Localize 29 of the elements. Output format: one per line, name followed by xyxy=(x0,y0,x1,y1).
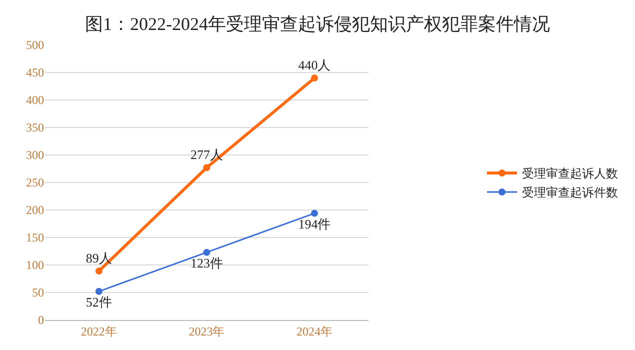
data-label: 89人 xyxy=(86,250,112,266)
data-label: 52件 xyxy=(86,294,112,310)
y-tick-label: 400 xyxy=(26,93,44,108)
data-label: 277人 xyxy=(190,147,223,162)
data-label: 123件 xyxy=(190,255,223,270)
y-tick-label: 200 xyxy=(26,203,44,218)
y-tick-label: 100 xyxy=(26,258,44,272)
data-label: 440人 xyxy=(298,57,331,72)
y-tick-label: 450 xyxy=(26,66,44,80)
x-tick-label: 2024年 xyxy=(296,324,332,338)
legend-label: 受理审查起诉件数 xyxy=(522,186,618,200)
point xyxy=(310,74,318,82)
point xyxy=(95,268,102,275)
y-tick-label: 500 xyxy=(26,38,44,52)
x-tick-label: 2023年 xyxy=(188,324,225,338)
point xyxy=(95,288,102,295)
legend-label: 受理审查起诉人数 xyxy=(522,166,618,181)
y-tick-label: 50 xyxy=(32,286,44,300)
y-tick-label: 250 xyxy=(26,176,44,190)
x-tick-label: 2022年 xyxy=(80,324,117,338)
y-tick-label: 300 xyxy=(26,148,44,162)
point xyxy=(203,248,210,256)
y-tick-label: 150 xyxy=(26,230,44,245)
y-tick-label: 350 xyxy=(26,120,44,135)
y-tick-label: 0 xyxy=(38,313,44,328)
data-label: 194件 xyxy=(298,216,331,232)
chart-title: 图1：2022-2024年受理审查起诉侵犯知识产权犯罪案件情况 xyxy=(85,14,550,34)
point xyxy=(310,210,318,217)
point xyxy=(203,164,210,172)
